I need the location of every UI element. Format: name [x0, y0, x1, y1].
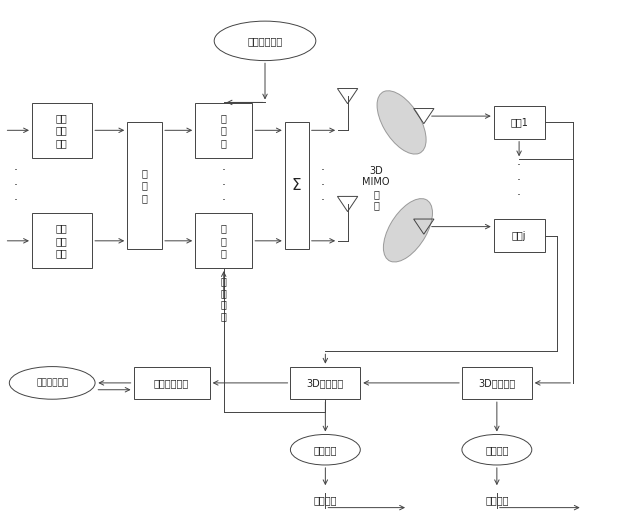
Text: 3D信道估计: 3D信道估计: [307, 378, 344, 388]
Text: 信道
编码
调制: 信道 编码 调制: [56, 113, 68, 148]
Text: 用户1: 用户1: [510, 117, 528, 127]
Text: ·
·
·: · · ·: [222, 164, 226, 207]
Text: 3D
MIMO
信
道: 3D MIMO 信 道: [362, 166, 390, 211]
Text: 信道
编码
调制: 信道 编码 调制: [56, 223, 68, 258]
Text: 反
馈
链
路: 反 馈 链 路: [221, 276, 226, 321]
FancyBboxPatch shape: [494, 106, 544, 139]
Text: 正交联合码本: 正交联合码本: [248, 36, 283, 46]
Text: 解调译码: 解调译码: [314, 445, 337, 455]
FancyBboxPatch shape: [127, 122, 162, 249]
Text: ·
·
·: · · ·: [517, 159, 521, 202]
FancyBboxPatch shape: [31, 103, 92, 158]
FancyBboxPatch shape: [31, 213, 92, 268]
Text: 预
编
码: 预 编 码: [221, 223, 226, 258]
Text: Σ: Σ: [292, 178, 302, 193]
FancyBboxPatch shape: [195, 213, 252, 268]
Text: ·
·
·: · · ·: [320, 164, 324, 207]
Ellipse shape: [383, 198, 433, 262]
Ellipse shape: [214, 21, 316, 61]
Text: 3D信道估计: 3D信道估计: [478, 378, 516, 388]
Text: 层
映
射: 层 映 射: [142, 168, 147, 203]
Text: 正交联合码本: 正交联合码本: [36, 378, 68, 387]
Text: ·
·
·: · · ·: [13, 164, 17, 207]
Text: 用户j: 用户j: [512, 231, 526, 241]
FancyBboxPatch shape: [494, 219, 544, 252]
Ellipse shape: [377, 90, 426, 154]
FancyBboxPatch shape: [195, 103, 252, 158]
FancyBboxPatch shape: [290, 367, 360, 399]
Ellipse shape: [290, 434, 360, 465]
FancyBboxPatch shape: [462, 367, 532, 399]
Text: 数据输出: 数据输出: [314, 495, 337, 505]
Text: 数据输出: 数据输出: [485, 495, 508, 505]
Text: 解调译码: 解调译码: [485, 445, 508, 455]
FancyBboxPatch shape: [133, 367, 210, 399]
FancyBboxPatch shape: [285, 122, 309, 249]
Ellipse shape: [462, 434, 532, 465]
Ellipse shape: [10, 367, 95, 399]
Text: 预
编
码: 预 编 码: [221, 113, 226, 148]
Text: 计算反馈信息: 计算反馈信息: [154, 378, 189, 388]
